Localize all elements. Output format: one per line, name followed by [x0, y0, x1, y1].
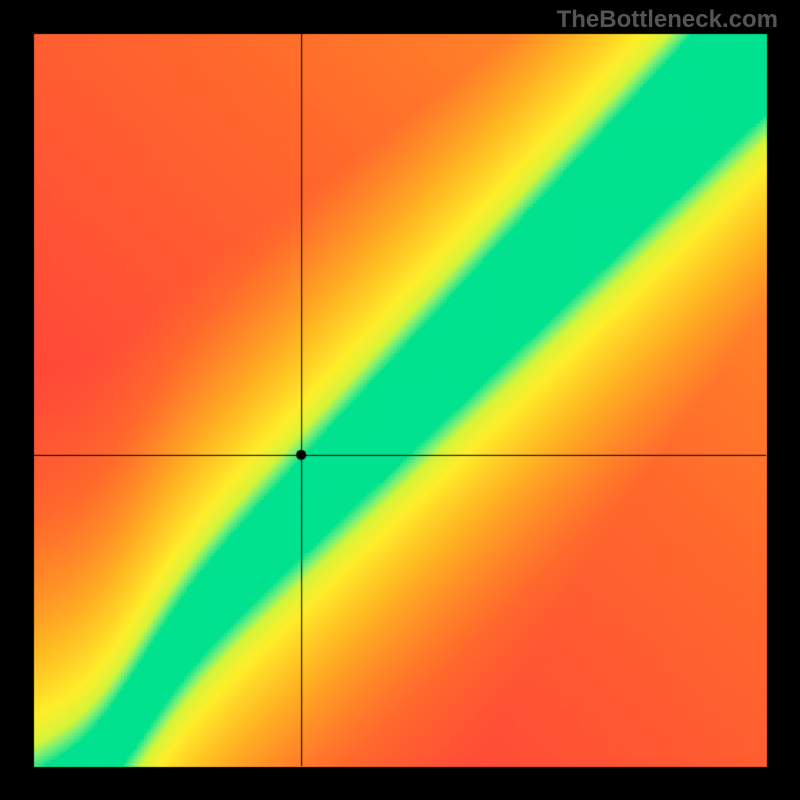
watermark-text: TheBottleneck.com: [557, 6, 778, 34]
bottleneck-heatmap: [0, 0, 800, 800]
chart-container: { "canvas": { "width": 800, "height": 80…: [0, 0, 800, 800]
